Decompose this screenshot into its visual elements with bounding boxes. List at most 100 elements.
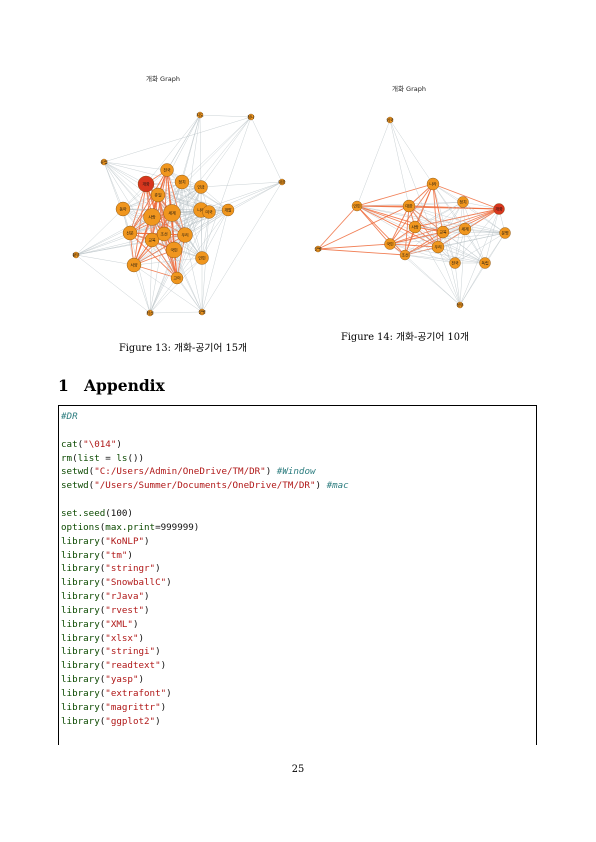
code-token: ( xyxy=(99,563,106,575)
code-token: ( xyxy=(99,521,106,533)
graph-node xyxy=(449,257,461,269)
graph-edge xyxy=(133,264,151,314)
graph-node-label: 최선 xyxy=(146,309,154,315)
graph-edge xyxy=(208,181,283,213)
graph-edge xyxy=(459,232,506,306)
graph-edge xyxy=(356,183,434,207)
graph-edge xyxy=(157,194,203,259)
graph-edge xyxy=(200,116,252,188)
code-token: ( xyxy=(77,438,84,450)
graph-edge xyxy=(356,205,506,234)
graph-node-label: 외국 xyxy=(386,116,394,122)
code-line: library("extrafont") xyxy=(61,688,172,699)
graph-node xyxy=(351,200,363,212)
graph-edge xyxy=(437,201,464,248)
graph-edge xyxy=(133,183,147,266)
code-token: set.seed xyxy=(61,507,106,519)
graph-edge xyxy=(462,201,506,234)
graph-edge xyxy=(408,201,464,207)
code-token: = xyxy=(99,452,117,464)
code-token: ( xyxy=(99,660,106,672)
code-token: library xyxy=(61,660,100,672)
graph-node-label: 군병 xyxy=(314,245,322,251)
graph-edge xyxy=(414,226,461,306)
graph-edge xyxy=(133,257,203,266)
code-token: "xlsx" xyxy=(105,632,139,644)
graph-edge xyxy=(454,232,506,264)
code-token: ) xyxy=(166,577,172,589)
code-line: library("ggplot2") xyxy=(61,716,161,727)
code-token: ( xyxy=(99,591,106,603)
graph-edge xyxy=(122,208,175,251)
graph-edge xyxy=(181,116,252,183)
graph-edge xyxy=(356,205,391,245)
graph-node xyxy=(431,240,445,254)
code-token: =999999) xyxy=(155,521,200,533)
graph-edge xyxy=(75,254,151,314)
graph-edge xyxy=(199,114,202,188)
graph-edge xyxy=(201,116,252,259)
code-token: "KoNLP" xyxy=(105,535,145,547)
code-token: library xyxy=(61,715,100,727)
graph-node xyxy=(386,116,394,124)
graph-edge xyxy=(462,201,500,210)
code-token: ( xyxy=(99,535,106,547)
graph-edge xyxy=(437,246,486,264)
graph-node-label: 개화 xyxy=(495,205,503,211)
graph-node xyxy=(196,111,204,119)
graph-node xyxy=(72,251,80,259)
graph-edge xyxy=(75,208,124,256)
graph-node-label: 정치 xyxy=(459,198,467,204)
code-token: library xyxy=(61,563,100,575)
code-token: ls xyxy=(116,452,128,464)
graph-edge xyxy=(171,114,201,214)
code-token: ( xyxy=(99,674,106,686)
graph-node-label: 개화 xyxy=(142,180,150,186)
graph-edge xyxy=(149,311,203,314)
graph-edge xyxy=(151,216,203,259)
graph-node-label: 개발 xyxy=(224,206,232,212)
graph-edge xyxy=(201,181,283,313)
code-token: rm xyxy=(61,452,73,464)
graph-node xyxy=(278,178,286,186)
graph-node-label: 전국 xyxy=(451,259,459,265)
code-token: library xyxy=(61,618,100,630)
graph-edge xyxy=(389,119,410,207)
graph-edge xyxy=(389,201,464,245)
code-token: "C:/Users/Admin/OneDrive/TM/DR" xyxy=(94,466,266,478)
graph-node-label: 조선 xyxy=(160,230,168,236)
graph-node-label: 서양 xyxy=(130,261,138,267)
graph-node xyxy=(156,226,172,242)
graph-edge xyxy=(103,161,153,241)
code-token: #DR xyxy=(61,411,78,422)
graph-edge xyxy=(103,161,153,218)
figure-13-title: 개화 Graph xyxy=(146,75,180,83)
graph-edge xyxy=(317,205,358,250)
code-token: ) xyxy=(155,715,161,727)
graph-node-label: 우리 xyxy=(434,243,442,249)
graph-node xyxy=(146,309,154,317)
code-token: library xyxy=(61,604,100,616)
graph-edge xyxy=(408,205,506,234)
graph-edge xyxy=(75,232,131,256)
code-token: max.print xyxy=(105,521,156,533)
code-token: ( xyxy=(99,618,106,630)
code-line: setwd("C:/Users/Admin/OneDrive/TM/DR") #… xyxy=(61,466,316,477)
graph-edge xyxy=(459,228,466,306)
graph-edge xyxy=(181,181,203,259)
graph-node xyxy=(100,158,108,166)
code-listing: #DR cat("\014") rm(list = ls()) setwd("C:/U… xyxy=(58,405,537,745)
code-token: ( xyxy=(88,480,95,492)
code-token: ) xyxy=(155,646,161,658)
code-line: library("tm") xyxy=(61,550,133,561)
graph-edge xyxy=(200,209,203,259)
graph-edge xyxy=(75,216,153,256)
code-token: list xyxy=(77,452,100,464)
graph-node xyxy=(137,175,155,193)
code-token: "XML" xyxy=(105,618,133,630)
code-token: cat xyxy=(61,438,78,450)
graph-edge xyxy=(432,183,500,210)
graph-edge xyxy=(389,231,444,245)
graph-node xyxy=(144,232,160,248)
graph-edge xyxy=(454,262,461,306)
